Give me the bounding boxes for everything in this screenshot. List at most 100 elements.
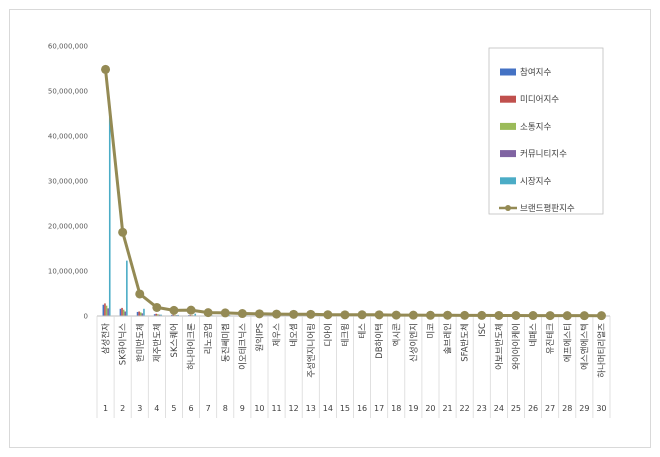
line-point <box>443 310 453 320</box>
bar <box>194 313 197 316</box>
legend-swatch-2 <box>500 122 516 130</box>
x-index-label: 18 <box>391 404 401 413</box>
legend-label: 참여지수 <box>520 67 551 78</box>
x-tick-label: 에프에스티 <box>563 323 573 362</box>
line-series-group <box>101 64 606 321</box>
line-point <box>237 309 247 319</box>
x-tick-label: DB하이텍 <box>374 323 385 359</box>
bar <box>155 313 158 316</box>
x-axis-category-labels: 삼성전자 SK하이닉스 한미반도체 제주반도체 SK스퀘어 하나마이크론 리노공업 동진쎄미켐… <box>101 323 608 378</box>
x-index-label: 27 <box>545 404 555 413</box>
bar <box>119 308 122 316</box>
line-point <box>357 310 367 320</box>
bar <box>124 311 127 316</box>
line-point <box>289 309 299 319</box>
x-tick-label: 주성엔지니어링 <box>306 323 317 378</box>
x-tick-label: 삼성전자 <box>101 323 112 354</box>
chart-svg: 0 10,000,000 20,000,000 30,000,000 40,000,00… <box>48 43 611 418</box>
line-point <box>203 308 213 318</box>
x-index-label: 17 <box>374 404 384 413</box>
legend-swatch-3 <box>500 150 516 158</box>
x-index-label: 12 <box>289 404 299 413</box>
x-index-label: 30 <box>596 404 606 413</box>
x-tick-label: SFA반도체 <box>460 323 471 362</box>
bar <box>108 111 111 316</box>
x-tick-label: 미코 <box>426 323 436 339</box>
line-point <box>152 302 162 312</box>
line-point <box>511 311 521 321</box>
x-tick-label: SK하이닉스 <box>118 323 129 365</box>
x-tick-label: 네패스 <box>528 323 539 347</box>
x-tick-label: 유진테크 <box>545 323 556 354</box>
line-point <box>425 310 435 320</box>
legend-label: 시장지수 <box>520 176 551 187</box>
bar <box>121 307 123 316</box>
x-tick-label: 디아이 <box>323 323 334 346</box>
line-point <box>135 289 145 299</box>
x-index-label: 14 <box>323 404 333 413</box>
x-index-label: 11 <box>271 404 281 413</box>
x-index-label: 3 <box>137 404 142 413</box>
legend-swatch-4 <box>500 177 516 185</box>
y-tick-label: 60,000,000 <box>48 43 88 51</box>
legend-label: 브랜드평판지수 <box>520 203 575 214</box>
line-point <box>272 309 282 319</box>
bar <box>136 311 139 316</box>
line-point <box>254 309 264 319</box>
x-index-label: 4 <box>154 404 159 413</box>
y-axis-ticks: 0 10,000,000 20,000,000 30,000,000 40,000,00… <box>48 43 88 321</box>
y-tick-label: 30,000,000 <box>48 178 88 186</box>
x-tick-label: 어보브반도체 <box>494 323 505 370</box>
line-point <box>408 310 418 320</box>
x-index-label: 7 <box>206 404 211 413</box>
bar <box>189 314 192 316</box>
x-index-label: 6 <box>189 404 194 413</box>
line-point <box>340 310 350 320</box>
line-point <box>101 64 111 74</box>
line-point <box>477 310 487 320</box>
bar <box>177 314 179 316</box>
x-index-label: 9 <box>240 404 245 413</box>
x-index-label: 19 <box>408 404 418 413</box>
x-index-label: 21 <box>442 404 452 413</box>
x-axis-separators <box>96 316 611 418</box>
bar <box>143 308 145 316</box>
bar <box>153 314 156 316</box>
x-index-label: 5 <box>171 404 176 413</box>
x-tick-label: 하나마이크론 <box>186 323 197 370</box>
x-index-label: 23 <box>477 404 487 413</box>
bar <box>122 309 125 316</box>
x-index-label: 2 <box>120 404 125 413</box>
x-index-label: 1 <box>103 404 108 413</box>
bar <box>107 308 109 316</box>
x-tick-label: SK스퀘어 <box>169 323 180 357</box>
x-index-label: 15 <box>340 404 350 413</box>
x-axis-index-labels: 1 2 3 4 5 6 7 8 9 10 11 12 13 14 15 16 17 18 19 20 21 22 23 24 2… <box>103 404 607 413</box>
chart-frame: 0 10,000,000 20,000,000 30,000,000 40,000,00… <box>9 9 651 448</box>
line-point <box>579 311 589 321</box>
line-point <box>323 310 333 320</box>
x-tick-label: 신성이엔지 <box>408 323 419 362</box>
bar <box>102 304 105 316</box>
y-tick-label: 20,000,000 <box>48 223 88 231</box>
x-tick-label: 한미반도체 <box>135 323 146 362</box>
legend-label: 미디어지수 <box>520 94 559 105</box>
x-tick-label: 테스 <box>358 323 368 339</box>
line-point <box>596 311 606 321</box>
y-tick-label: 50,000,000 <box>48 88 88 96</box>
bar <box>170 314 173 316</box>
line-point <box>494 310 504 320</box>
y-tick-label: 40,000,000 <box>48 133 88 141</box>
bar <box>104 303 106 316</box>
line-point <box>118 227 128 237</box>
line-point <box>528 311 538 321</box>
bar <box>160 314 162 316</box>
x-tick-label: 와이아이케이 <box>511 323 522 370</box>
legend-swatch-1 <box>500 95 516 103</box>
x-index-label: 20 <box>425 404 435 413</box>
y-tick-label: 10,000,000 <box>48 268 88 276</box>
x-tick-label: 에스앤에스텍 <box>579 323 590 370</box>
line-point <box>169 305 179 315</box>
line-point <box>562 311 572 321</box>
